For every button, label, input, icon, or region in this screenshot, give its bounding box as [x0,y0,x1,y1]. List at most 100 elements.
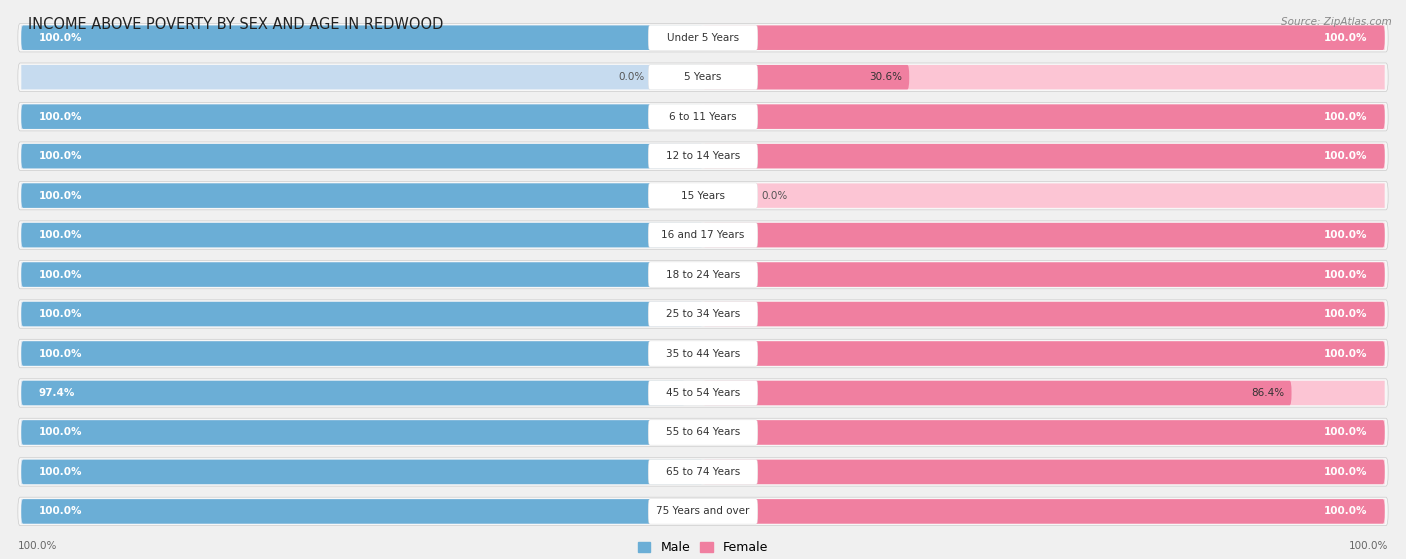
FancyBboxPatch shape [21,183,703,208]
FancyBboxPatch shape [703,223,1385,247]
FancyBboxPatch shape [21,65,1385,89]
FancyBboxPatch shape [703,26,1385,50]
Text: 25 to 34 Years: 25 to 34 Years [666,309,740,319]
FancyBboxPatch shape [703,459,1385,484]
Text: 100.0%: 100.0% [38,230,82,240]
FancyBboxPatch shape [648,104,758,129]
FancyBboxPatch shape [21,183,703,208]
Text: 0.0%: 0.0% [619,72,645,82]
Text: 100.0%: 100.0% [1324,151,1368,161]
FancyBboxPatch shape [21,342,1385,366]
FancyBboxPatch shape [703,302,1385,326]
Text: 100.0%: 100.0% [38,309,82,319]
FancyBboxPatch shape [18,102,1388,131]
Text: 86.4%: 86.4% [1251,388,1285,398]
Text: 100.0%: 100.0% [18,541,58,551]
FancyBboxPatch shape [21,381,1385,405]
FancyBboxPatch shape [703,183,1385,208]
Text: 100.0%: 100.0% [1324,230,1368,240]
FancyBboxPatch shape [18,260,1388,289]
FancyBboxPatch shape [18,339,1388,368]
FancyBboxPatch shape [21,144,1385,168]
Text: 100.0%: 100.0% [38,506,82,517]
FancyBboxPatch shape [703,342,1385,366]
Text: 0.0%: 0.0% [761,191,787,201]
FancyBboxPatch shape [21,342,703,366]
Text: 100.0%: 100.0% [1324,309,1368,319]
Text: 16 and 17 Years: 16 and 17 Years [661,230,745,240]
FancyBboxPatch shape [21,223,703,247]
FancyBboxPatch shape [703,499,1385,524]
FancyBboxPatch shape [703,65,910,89]
Text: 35 to 44 Years: 35 to 44 Years [666,348,740,358]
FancyBboxPatch shape [648,183,758,209]
FancyBboxPatch shape [648,25,758,50]
FancyBboxPatch shape [703,381,1385,405]
FancyBboxPatch shape [21,26,703,50]
FancyBboxPatch shape [18,497,1388,525]
FancyBboxPatch shape [21,420,703,445]
FancyBboxPatch shape [703,381,1292,405]
FancyBboxPatch shape [703,144,1385,168]
Text: 18 to 24 Years: 18 to 24 Years [666,269,740,280]
FancyBboxPatch shape [703,499,1385,524]
FancyBboxPatch shape [21,381,703,405]
FancyBboxPatch shape [21,499,1385,524]
FancyBboxPatch shape [18,418,1388,447]
FancyBboxPatch shape [21,26,703,50]
FancyBboxPatch shape [21,459,703,484]
Text: 100.0%: 100.0% [38,151,82,161]
Text: 100.0%: 100.0% [1324,428,1368,438]
FancyBboxPatch shape [21,262,1385,287]
Text: 65 to 74 Years: 65 to 74 Years [666,467,740,477]
FancyBboxPatch shape [648,341,758,366]
FancyBboxPatch shape [18,379,1388,407]
FancyBboxPatch shape [21,262,703,287]
FancyBboxPatch shape [18,182,1388,210]
Text: 12 to 14 Years: 12 to 14 Years [666,151,740,161]
FancyBboxPatch shape [703,105,1385,129]
FancyBboxPatch shape [648,301,758,326]
FancyBboxPatch shape [703,223,1385,247]
FancyBboxPatch shape [21,342,703,366]
FancyBboxPatch shape [703,262,1385,287]
FancyBboxPatch shape [648,459,758,485]
Text: 100.0%: 100.0% [38,269,82,280]
FancyBboxPatch shape [21,302,703,326]
FancyBboxPatch shape [21,105,703,129]
Text: 100.0%: 100.0% [38,112,82,122]
Text: 15 Years: 15 Years [681,191,725,201]
Text: 55 to 64 Years: 55 to 64 Years [666,428,740,438]
Text: 100.0%: 100.0% [38,348,82,358]
Legend: Male, Female: Male, Female [638,541,768,554]
FancyBboxPatch shape [21,499,703,524]
FancyBboxPatch shape [21,262,703,287]
Text: 100.0%: 100.0% [1324,467,1368,477]
FancyBboxPatch shape [21,26,1385,50]
FancyBboxPatch shape [703,26,1385,50]
FancyBboxPatch shape [21,105,1385,129]
FancyBboxPatch shape [21,65,703,89]
FancyBboxPatch shape [18,221,1388,249]
FancyBboxPatch shape [21,223,1385,247]
FancyBboxPatch shape [703,262,1385,287]
FancyBboxPatch shape [648,420,758,445]
FancyBboxPatch shape [21,302,1385,326]
FancyBboxPatch shape [21,183,1385,208]
FancyBboxPatch shape [21,420,1385,445]
Text: 100.0%: 100.0% [1324,112,1368,122]
FancyBboxPatch shape [648,499,758,524]
FancyBboxPatch shape [21,302,703,326]
Text: 100.0%: 100.0% [38,191,82,201]
Text: 100.0%: 100.0% [1324,33,1368,42]
FancyBboxPatch shape [703,65,1385,89]
FancyBboxPatch shape [21,105,703,129]
FancyBboxPatch shape [648,64,758,90]
FancyBboxPatch shape [21,381,685,405]
Text: 75 Years and over: 75 Years and over [657,506,749,517]
FancyBboxPatch shape [21,459,703,484]
Text: 97.4%: 97.4% [38,388,75,398]
Text: 5 Years: 5 Years [685,72,721,82]
FancyBboxPatch shape [703,342,1385,366]
FancyBboxPatch shape [703,420,1385,445]
